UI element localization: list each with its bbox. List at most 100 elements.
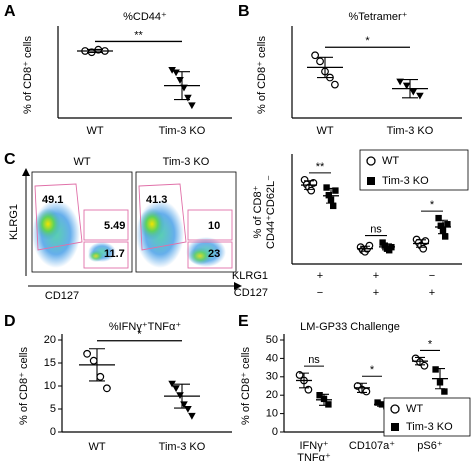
error-bar [382,243,392,251]
gate [34,183,83,251]
gate [187,241,233,269]
gate-value: 10 [208,220,220,232]
error-bar [299,372,309,389]
y-tick-label: 0 [50,426,56,438]
data-point [176,77,184,84]
y-axis-label: % of CD8⁺ [252,185,264,238]
data-point [331,80,339,89]
y-axis-label: CD44⁺CD62L⁻ [265,175,277,249]
data-point [444,221,451,228]
error-bar [174,71,190,101]
y-tick-label: 15 [44,357,56,369]
x-tick-label: CD107a⁺ [349,440,395,452]
error-bar [174,383,190,409]
data-point [168,380,176,388]
x-tick-label: WT [316,125,333,137]
error-bar [438,219,448,235]
data-point [188,102,196,110]
panel-letter: D [4,313,16,330]
chart-title: %Tetramer⁺ [349,11,408,23]
data-point [96,372,105,381]
y-tick-label: 20 [44,334,56,346]
flow-title: Tim-3 KO [163,156,210,168]
data-point [365,241,374,250]
error-bar [326,187,336,204]
x-tick-label: WT [88,441,105,453]
chart-title: %CD44⁺ [123,11,167,23]
x-tick-label: Tim-3 KO [159,125,206,137]
row-sign: − [317,287,323,299]
panel-letter: A [4,3,16,20]
data-point [332,187,339,194]
gate-value: 23 [208,248,220,260]
legend-marker [366,156,376,166]
y-axis-label: % of CD8⁺ cells [256,36,268,114]
significance-label: * [430,199,435,211]
x-tick-label-line: IFNγ⁺ [299,440,328,452]
error-bar [415,356,425,366]
data-point [432,366,439,373]
x-tick-label: WT [86,125,103,137]
y-tick-label: 30 [266,371,278,383]
flow-title: WT [73,156,90,168]
chart-title: %IFNγ⁺TNFα⁺ [109,321,182,333]
density-cloud [139,208,165,240]
data-point [325,401,332,408]
data-point [442,233,449,240]
data-point [184,406,192,413]
gate [187,209,233,241]
significance-label: ns [370,223,382,235]
y-axis-label: % of CD8⁺ cells [18,347,30,425]
density-cloud [188,247,212,265]
data-point [102,384,111,393]
error-bar [87,48,103,54]
significance-label: * [428,338,433,350]
error-bar [416,239,426,248]
x-tick-label-line: TNFα⁺ [297,452,331,464]
error-bar [89,348,105,382]
data-point [89,356,98,365]
density-cloud [88,250,104,262]
x-tick-label: Tim-3 KO [387,125,434,137]
data-point [402,82,411,90]
x-tick-label: IFNγ⁺ TNFα⁺ [297,440,331,464]
gate [83,209,129,241]
chart-title: LM-GP33 Challenge [300,321,400,333]
y-tick-label: 40 [266,352,278,364]
gate-value: 11.7 [104,248,125,260]
legend-marker [367,177,375,185]
legend-marker [390,404,400,414]
y-tick-label: 50 [266,334,278,346]
data-point [316,392,323,399]
legend-label: Tim-3 KO [382,175,429,187]
y-axis-label: % of CD8⁺ cells [22,36,34,114]
y-tick-label: 10 [266,408,278,420]
data-point [168,66,176,74]
data-point [316,57,324,66]
panel-letter: C [4,151,16,168]
panel-letter: E [238,313,249,330]
data-point [184,94,192,102]
data-point [172,385,180,393]
significance-label: ** [316,161,325,173]
gate [83,241,129,269]
density-cloud [35,208,61,240]
x-tick-label: Tim-3 KO [159,441,206,453]
significance-label: ns [308,354,320,366]
row-label: KLRG1 [232,270,268,282]
row-label: CD127 [234,287,268,299]
error-bar [357,382,367,393]
error-bar [304,180,314,190]
x-tick-label: pS6⁺ [417,440,443,452]
gate-value: 41.3 [146,194,167,206]
data-point [396,78,404,86]
data-point [441,388,448,395]
row-sign: + [373,287,379,299]
legend-marker [391,423,399,431]
panel-letter: B [238,3,250,20]
data-point [416,92,424,100]
row-sign: − [429,270,435,282]
error-bar [360,245,370,252]
row-sign: + [429,287,435,299]
